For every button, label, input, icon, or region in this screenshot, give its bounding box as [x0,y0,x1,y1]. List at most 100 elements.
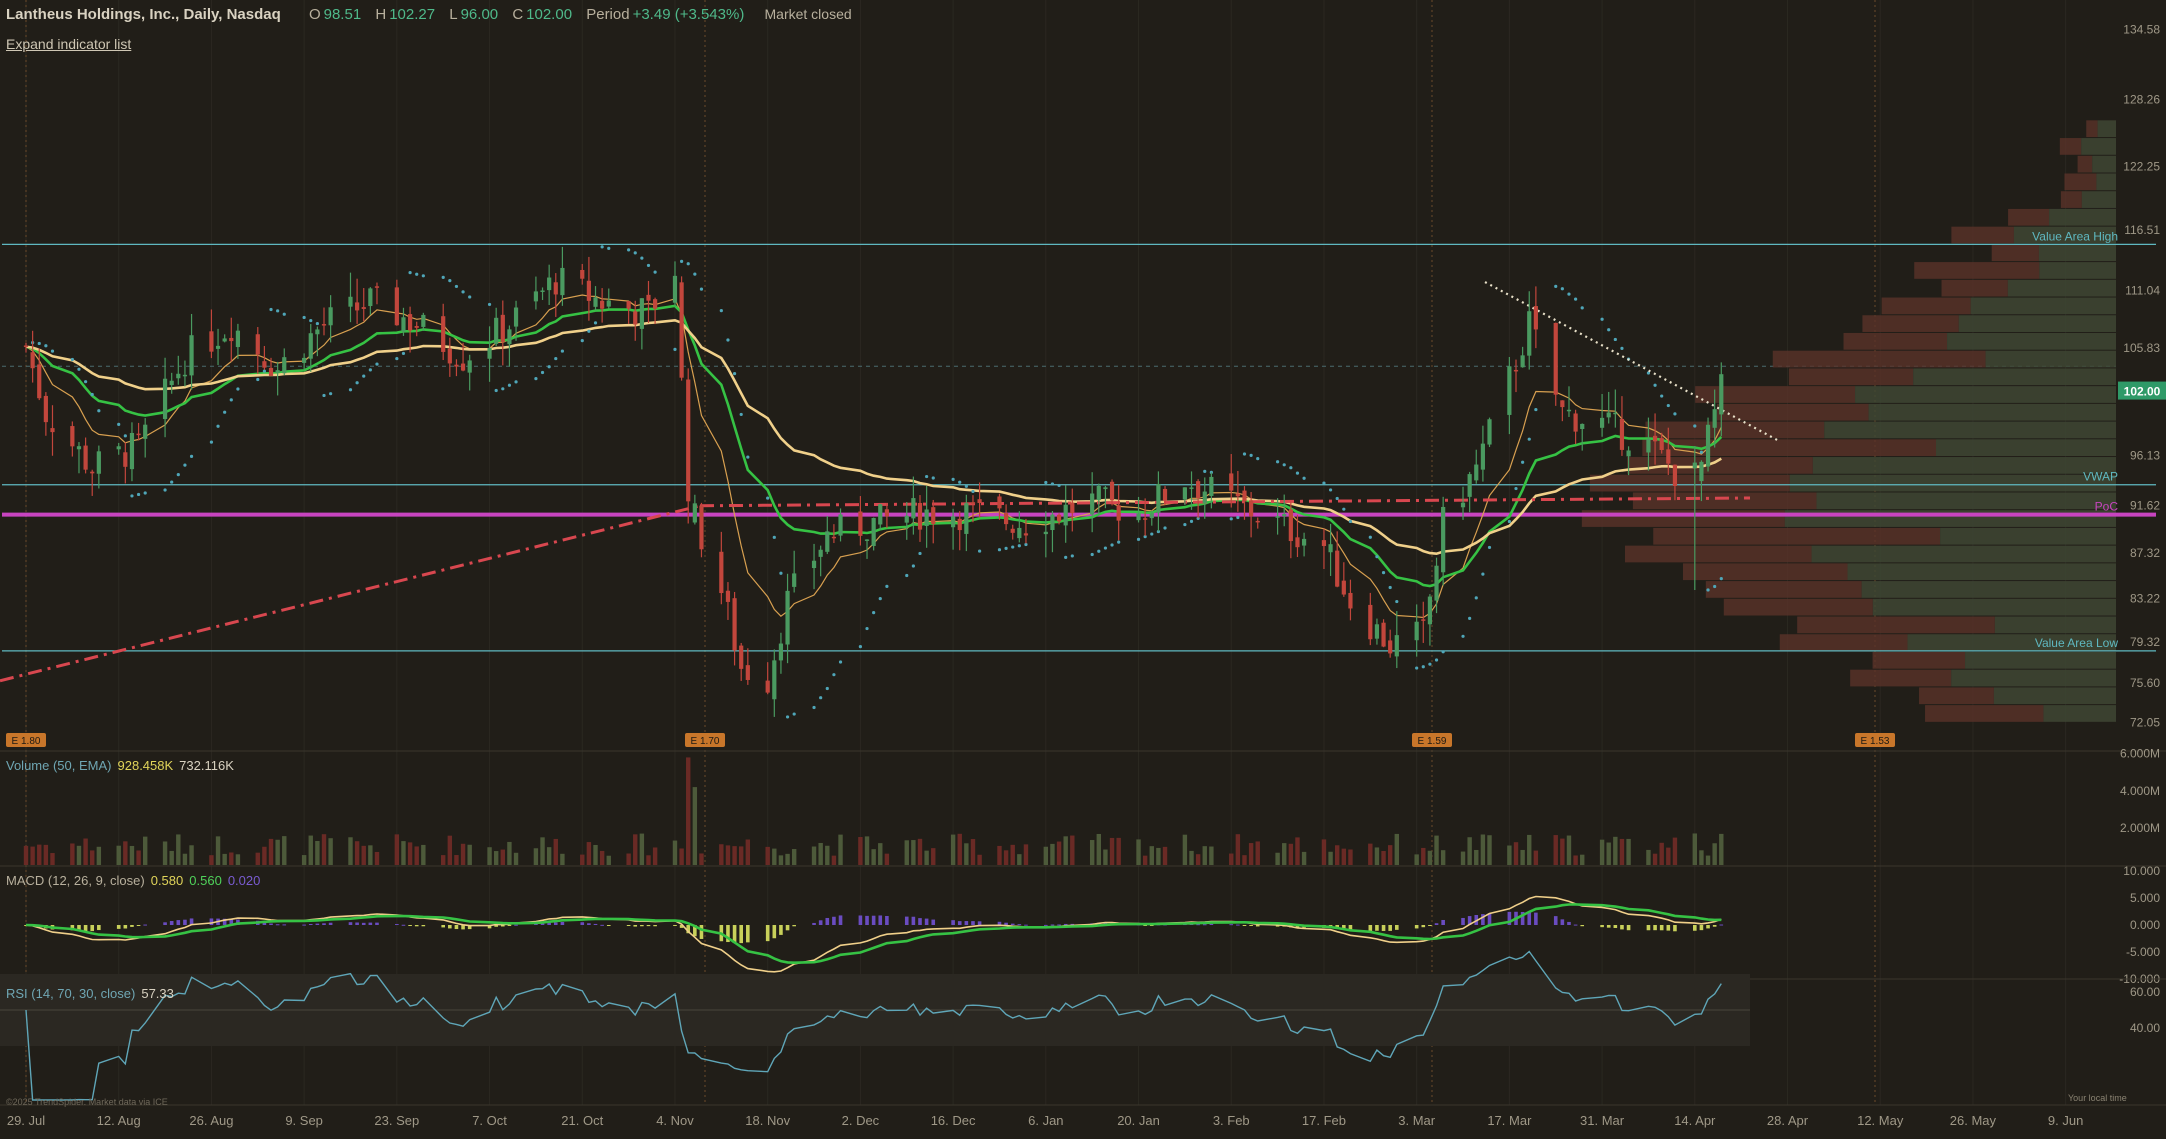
candle-body [1613,412,1618,415]
candle-body [315,329,320,335]
macd-histogram-bar [1527,911,1532,925]
macd-histogram-bar [487,925,492,929]
macd-histogram-bar [308,923,313,925]
profile-bar-down [1589,474,1790,492]
volume-bar [699,853,704,865]
candle-body [1573,413,1578,432]
macd-histogram-bar [70,925,75,931]
psar-dot [309,318,313,323]
earnings-badge [1855,733,1895,747]
volume-bar [1003,850,1009,865]
candle-body [1023,533,1029,536]
profile-bar-up [1847,563,2116,581]
volume-bar [626,853,631,865]
psar-dot [1017,544,1021,548]
volume-bar [1613,836,1618,865]
volume-bar [1705,855,1711,865]
candle-body [1242,490,1247,502]
psar-dot [348,388,353,392]
expand-indicator-link[interactable]: Expand indicator list [6,36,132,52]
macd-histogram-bar [779,925,783,935]
macd-histogram-bar [116,925,121,929]
candle-body [162,378,168,420]
volume-bar [447,835,453,865]
psar-dot [1468,616,1472,620]
candle-body [37,364,42,399]
profile-bar-up [1861,581,2116,598]
psar-dot [699,287,704,291]
psar-dot [1653,383,1657,387]
candle-body [421,314,426,327]
x-tick-label: 9. Sep [285,1113,323,1128]
candle-body [825,531,830,552]
volume-bar [467,844,472,865]
candle-body [1189,487,1194,489]
volume-bar [1507,845,1512,865]
candle-body [997,496,1002,509]
candlestick-series [23,246,1724,717]
profile-bar-up [1951,669,2116,687]
psar-dot [256,377,260,382]
profile-bar-down [1872,651,1966,669]
macd-histogram-bar [1381,925,1386,931]
psar-dot [1415,666,1419,670]
candle-body [116,446,121,450]
volume-tick-label: 6.000M [2120,747,2160,761]
volume-bar [1202,846,1207,865]
psar-dot [978,549,982,553]
x-tick-label: 2. Dec [842,1113,880,1128]
macd-histogram-bar [1196,924,1200,926]
psar-dot [1256,457,1260,461]
macd-histogram-bar [97,925,101,931]
candle-body [699,505,704,550]
volume-bar [1162,846,1168,865]
psar-dot [1276,460,1280,464]
psar-dot [911,564,915,568]
macd-histogram-bar [547,922,551,925]
macd-histogram-bar [600,924,604,926]
volume-bar [964,843,969,865]
candle-body [679,282,684,378]
candle-body [725,590,731,602]
macd-histogram-bar [1673,925,1677,932]
psar-dot [739,412,743,417]
volume-bar [23,845,29,865]
macd-histogram-bar [401,924,406,926]
volume-bar [1626,838,1631,865]
psar-dot [355,381,359,385]
y-tick-label: 111.04 [2125,283,2160,297]
candle-body [507,329,512,345]
x-tick-label: 3. Feb [1213,1113,1250,1128]
macd-histogram-bar [163,922,167,925]
psar-dot [501,387,505,391]
candle-body [692,503,697,523]
volume-bar [560,853,565,865]
profile-bar-down [1991,244,2039,262]
macd-histogram-bar [693,925,697,937]
candle-body [1487,419,1492,445]
psar-dot [395,356,399,361]
earnings-badge [1412,733,1452,747]
profile-bar-up [1947,332,2116,350]
volume-bar [1566,835,1572,865]
x-tick-label: 31. Mar [1580,1113,1625,1128]
y-tick-label: 72.05 [2130,715,2160,729]
candle-body [1606,412,1611,418]
psar-dot [1044,480,1048,485]
close-value: 102.00 [526,6,573,23]
volume-bar [136,850,141,865]
candle-body [1421,619,1426,621]
macd-histogram-bar [1620,925,1624,930]
psar-dot [1620,346,1624,350]
psar-dot [84,380,88,384]
candle-body [1560,400,1565,408]
candle-body [911,498,916,519]
volume-bar [593,844,598,865]
candle-body [560,267,565,296]
volume-bar [1096,833,1101,865]
candle-body [1235,493,1240,497]
y-tick-label: 75.60 [2130,676,2160,690]
psar-dot [726,338,730,342]
macd-histogram-bar [553,922,558,925]
